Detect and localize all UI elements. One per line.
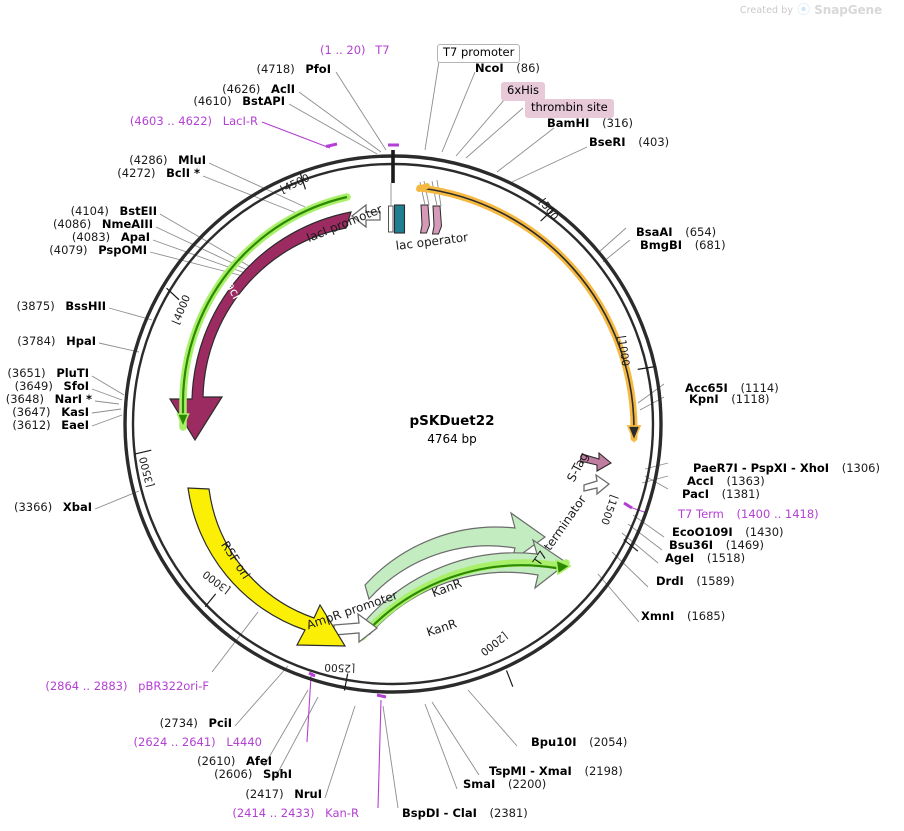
laci-arrow (168, 211, 352, 442)
site-label-acc65i: Acc65I (1114) (685, 381, 779, 395)
site-label-l4440: (2624 .. 2641) L4440 (133, 735, 262, 749)
plasmid-size: 4764 bp (427, 432, 477, 446)
site-label-bsaai: BsaAI (654) (636, 225, 717, 239)
site-label-agei: AgeI (1518) (665, 551, 746, 565)
ruler-ticks (134, 173, 656, 691)
site-label-paci: PacI (1381) (682, 487, 760, 501)
rsf-ori-arrow (187, 487, 347, 647)
t7-promoter-arrow (416, 183, 642, 444)
site-label-bseri: BseRI (403) (589, 135, 670, 149)
snapgene-watermark: Created by ⦿ SnapGene (740, 3, 882, 17)
site-label-nrui: (2417) NruI (245, 787, 322, 801)
laci-r-primer (176, 193, 351, 431)
watermark-brand: SnapGene (814, 3, 882, 17)
site-label-smai: SmaI (2200) (463, 777, 547, 791)
page-title: pSKDuet22 (409, 413, 495, 429)
site-label-bsshii: (3875) BssHII (16, 299, 106, 313)
site-label-pcii: (2734) PciI (159, 716, 232, 730)
primer-backbone-ticks (308, 142, 633, 699)
site-label-xmni: XmnI (1685) (641, 609, 726, 623)
site-label-pluti: (3651) PluTI (7, 366, 89, 380)
t7-terminator-arrow (583, 473, 611, 496)
lac-operator-block (388, 183, 406, 234)
site-label-bspdi-clai: BspDI - ClaI (2381) (402, 806, 528, 820)
site-label-paer7i-pspxi-xhoi: PaeR7I - PspXI - XhoI (1306) (693, 461, 880, 475)
site-label-bamhi: BamHI (316) (547, 116, 634, 130)
site-label-pfoi: (4718) PfoI (256, 62, 331, 76)
site-label-bsu36i: Bsu36I (1469) (669, 538, 764, 552)
site-label-t7-term: T7 Term (1400 .. 1418) (678, 507, 819, 521)
site-label-ecoo109i: EcoO109I (1430) (672, 525, 784, 539)
site-label-xbai: (3366) XbaI (13, 500, 92, 514)
callout-thrombin-site: thrombin site (525, 99, 614, 118)
site-label-laci-r: (4603 .. 4622) LacI-R (129, 114, 258, 128)
site-label-sphi: (2606) SphI (214, 767, 292, 781)
site-label-kan-r: (2414 .. 2433) Kan-R (232, 806, 359, 820)
site-label-nari: (3648) NarI * (5, 392, 92, 406)
site-label-sfoi: (3649) SfoI (14, 379, 89, 393)
site-label-kasi: (3647) KasI (12, 405, 89, 419)
site-label-ncoi: NcoI (86) (475, 61, 540, 75)
site-label-apai: (4083) ApaI (71, 230, 150, 244)
site-label-nmeaiii: (4086) NmeAIII (52, 217, 153, 231)
site-label-tspmi-xmai: TspMI - XmaI (2198) (489, 764, 623, 778)
site-label-bstapi: (4610) BstAPI (193, 94, 285, 108)
laci-promoter-arrow (350, 203, 381, 229)
his-thrombin-blocks (419, 179, 443, 235)
site-label-t7-primer: (1 .. 20) T7 (320, 43, 390, 57)
site-label-bmgbi: BmgBI (681) (640, 238, 726, 252)
callout-6xhis: 6xHis (501, 82, 545, 101)
site-label-drdi: DrdI (1589) (656, 574, 735, 588)
site-label-bstell: (4104) BstEII (70, 204, 157, 218)
plasmid-center-info: pSKDuet22 4764 bp (0, 413, 904, 446)
site-label-eaei: (3612) EaeI (12, 418, 89, 432)
site-label-afei: (2610) AfeI (197, 754, 272, 768)
watermark-prefix: Created by (739, 4, 794, 16)
site-label-acci: AccI (1363) (687, 474, 765, 488)
water-drop-icon: ⦿ (797, 2, 811, 18)
purple-leader-lines (261, 121, 648, 809)
site-label-pbr322ori-f: (2864 .. 2883) pBR322ori-F (45, 679, 209, 693)
s-tag-arrow (579, 451, 612, 472)
callout-t7-promoter: T7 promoter (437, 44, 521, 63)
site-label-bpu10i: Bpu10I (2054) (531, 735, 628, 749)
ruler-label-2500: ⌊2500 (324, 660, 356, 674)
site-label-kpni: KpnI (1118) (689, 392, 770, 406)
kan-r-primer (358, 558, 572, 641)
site-label-mlui: (4286) MluI (129, 153, 206, 167)
site-label-acli: (4626) AclI (222, 82, 295, 96)
site-label-hpai: (3784) HpaI (17, 334, 96, 348)
site-label-bcli: (4272) BclI * (117, 166, 200, 180)
site-label-pspomi: (4079) PspOMI (49, 243, 147, 257)
